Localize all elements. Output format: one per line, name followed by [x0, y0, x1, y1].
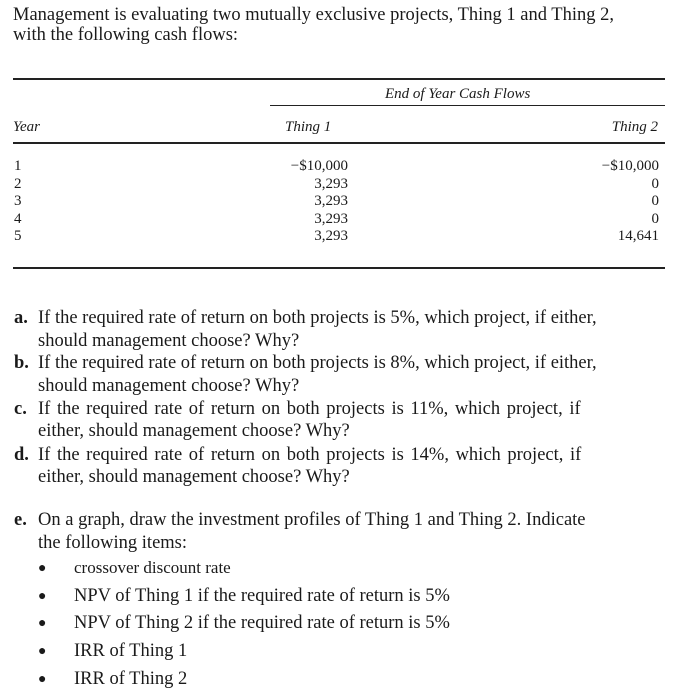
- question-line: If the required rate of return on both p…: [38, 308, 597, 328]
- group-rule: [270, 105, 665, 106]
- question-line: On a graph, draw the investment profiles…: [38, 510, 586, 530]
- question-line: If the required rate of return on both p…: [38, 399, 581, 419]
- cell-year: 1: [14, 158, 22, 174]
- cell-thing2: 0: [651, 193, 660, 209]
- bullet-icon: ●: [38, 644, 47, 659]
- cell-thing1: 3,293: [314, 211, 348, 227]
- column-header-year: Year: [13, 119, 40, 135]
- cell-thing1: −$10,000: [290, 158, 348, 174]
- table-bottom-rule: [13, 267, 665, 269]
- column-header-thing2: Thing 2: [611, 119, 658, 135]
- cell-thing1: 3,293: [314, 193, 348, 209]
- cell-thing1: 3,293: [314, 176, 348, 192]
- cell-thing2: −$10,000: [601, 158, 659, 174]
- cell-year: 4: [14, 211, 22, 227]
- bullet-icon: ●: [38, 561, 47, 576]
- bullet-text: IRR of Thing 1: [74, 641, 188, 661]
- question-line: the following items:: [38, 533, 188, 553]
- question-label: d.: [14, 445, 29, 465]
- question-line: If the required rate of return on both p…: [38, 353, 597, 373]
- question-line: either, should management choose? Why?: [38, 421, 350, 441]
- bullet-icon: ●: [38, 672, 47, 687]
- column-header-thing1: Thing 1: [285, 119, 332, 135]
- intro-line: Management is evaluating two mutually ex…: [13, 5, 614, 25]
- bullet-icon: ●: [38, 616, 47, 631]
- question-label: e.: [14, 510, 27, 530]
- cell-thing2: 14,641: [617, 228, 659, 244]
- question-line: should management choose? Why?: [38, 376, 300, 396]
- cell-thing1: 3,293: [314, 228, 348, 244]
- group-header: End of Year Cash Flows: [385, 86, 531, 102]
- bullet-text: NPV of Thing 1 if the required rate of r…: [74, 586, 450, 606]
- question-line: If the required rate of return on both p…: [38, 445, 582, 465]
- question-line: either, should management choose? Why?: [38, 467, 350, 487]
- cell-thing2: 0: [651, 211, 660, 227]
- bullet-text: crossover discount rate: [74, 558, 231, 577]
- cell-thing2: 0: [651, 176, 660, 192]
- question-line: should management choose? Why?: [38, 331, 300, 351]
- cell-year: 3: [14, 193, 22, 209]
- bullet-icon: ●: [38, 589, 47, 604]
- bullet-text: NPV of Thing 2 if the required rate of r…: [74, 613, 450, 633]
- header-rule: [13, 142, 665, 144]
- table-top-rule: [13, 78, 665, 80]
- cell-year: 5: [14, 228, 22, 244]
- intro-line: with the following cash flows:: [13, 25, 239, 45]
- question-label: b.: [14, 353, 29, 373]
- question-label: a.: [14, 308, 28, 328]
- bullet-text: IRR of Thing 2: [74, 669, 188, 689]
- cell-year: 2: [14, 176, 22, 192]
- question-label: c.: [14, 399, 27, 419]
